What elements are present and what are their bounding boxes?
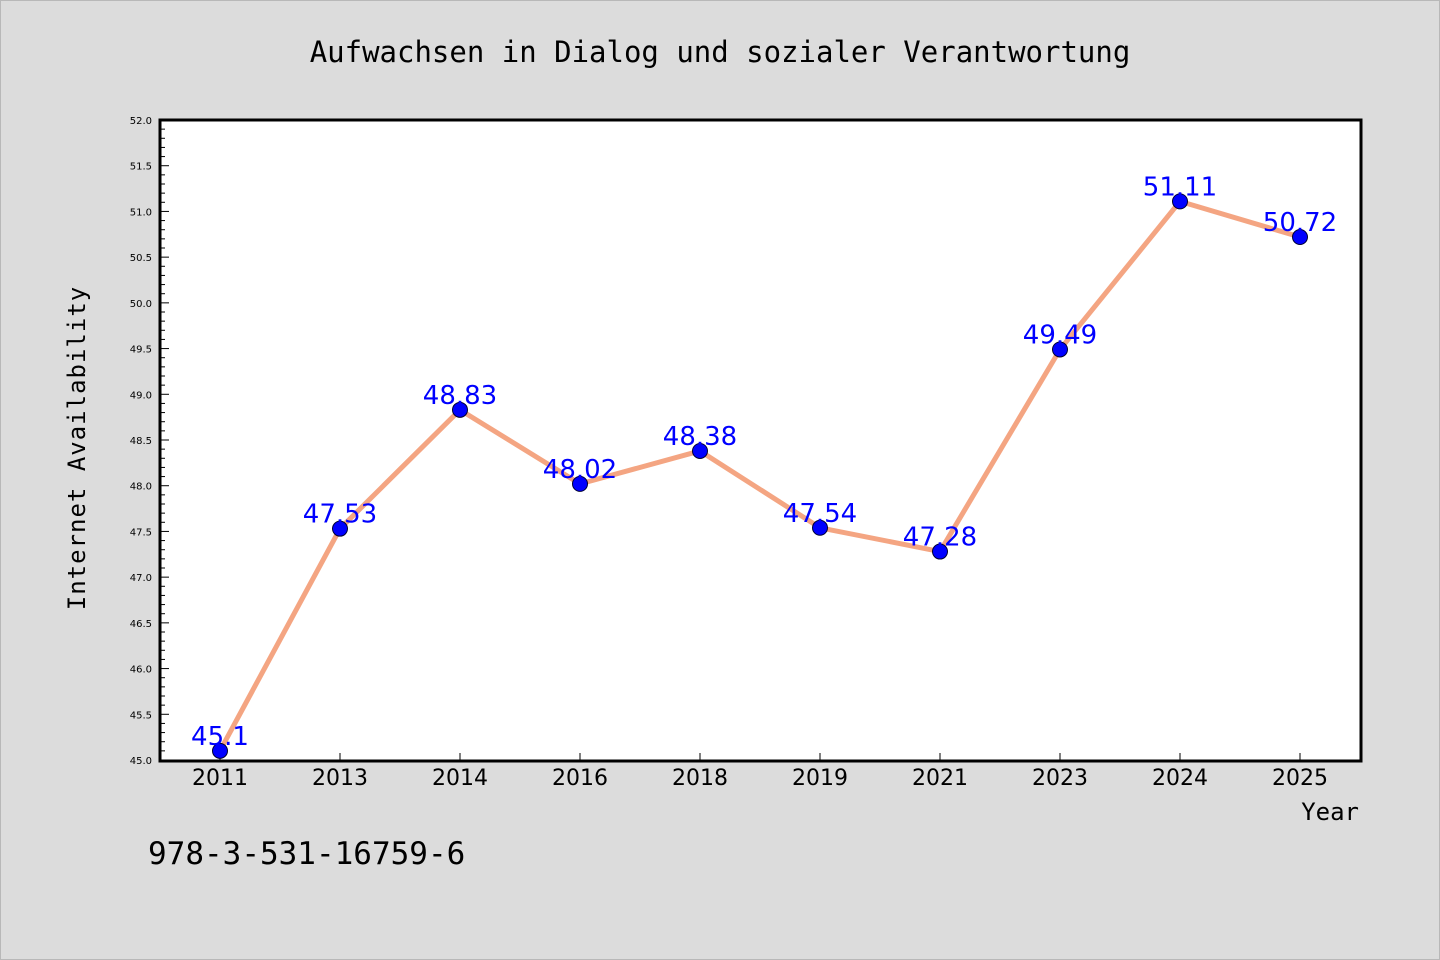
data-point: [1052, 341, 1068, 358]
y-tick-label: 47.0: [130, 573, 152, 584]
isbn-text: 978-3-531-16759-6: [148, 836, 465, 872]
y-tick-label: 46.0: [130, 665, 152, 676]
data-label: 47.54: [783, 499, 857, 529]
data-label: 45.1: [191, 722, 249, 752]
y-tick-label: 49.5: [130, 345, 152, 356]
data-label: 50.72: [1263, 208, 1337, 238]
y-tick-label: 46.5: [130, 619, 152, 630]
data-point: [1172, 193, 1188, 210]
data-point: [212, 742, 228, 759]
x-tick-label: 2011: [192, 766, 248, 791]
data-label: 48.38: [663, 422, 737, 452]
data-label: 51.11: [1143, 172, 1217, 202]
plot-area: [158, 118, 1363, 763]
x-tick-label: 2025: [1272, 766, 1328, 791]
data-point: [692, 442, 708, 459]
x-tick-label: 2019: [792, 766, 848, 791]
x-axis-label: Year: [1301, 798, 1359, 826]
data-label: 49.49: [1023, 320, 1097, 350]
y-tick-label: 45.5: [130, 710, 152, 721]
data-point: [572, 475, 588, 492]
y-tick-label: 51.5: [130, 162, 152, 173]
data-label: 47.28: [903, 523, 977, 553]
series-layer: 45.1 47.53 48.83 48.02 48.38 47.54 47.28 49.49 5…: [191, 172, 1337, 759]
y-tick-label: 45.0: [130, 756, 152, 767]
y-tick-label: 47.5: [130, 527, 152, 538]
x-tick-label: 2014: [432, 766, 488, 791]
x-tick-label: 2013: [312, 766, 368, 791]
y-tick-label: 52.0: [130, 116, 152, 127]
x-tick-label: 2024: [1152, 766, 1208, 791]
x-axis: 2011 2013 2014 2016 2018 2019 2021 2023 2024 2025: [192, 753, 1328, 791]
data-point: [812, 519, 828, 536]
y-axis: 45.0 45.5 46.0 46.5 47.0 47.5 48.0 48.5 49.0 49.5…: [130, 116, 169, 767]
x-tick-label: 2023: [1032, 766, 1088, 791]
series-line: [217, 198, 1303, 754]
y-tick-label: 48.0: [130, 482, 152, 493]
data-point: [332, 520, 348, 537]
y-tick-label: 49.0: [130, 390, 152, 401]
x-tick-label: 2021: [912, 766, 968, 791]
y-axis-label: Internet Availability: [63, 286, 91, 610]
data-point: [452, 401, 468, 418]
x-tick-label: 2018: [672, 766, 728, 791]
y-tick-label: 50.5: [130, 253, 152, 264]
data-label: 48.83: [423, 381, 497, 411]
data-label: 47.53: [303, 500, 377, 530]
data-point: [1292, 229, 1308, 246]
y-tick-label: 48.5: [130, 436, 152, 447]
chart-title: Aufwachsen in Dialog und sozialer Verant…: [310, 35, 1131, 69]
data-label: 48.02: [543, 455, 617, 485]
y-tick-label: 51.0: [130, 207, 152, 218]
y-tick-label: 50.0: [130, 299, 152, 310]
data-point: [932, 543, 948, 560]
x-tick-label: 2016: [552, 766, 608, 791]
